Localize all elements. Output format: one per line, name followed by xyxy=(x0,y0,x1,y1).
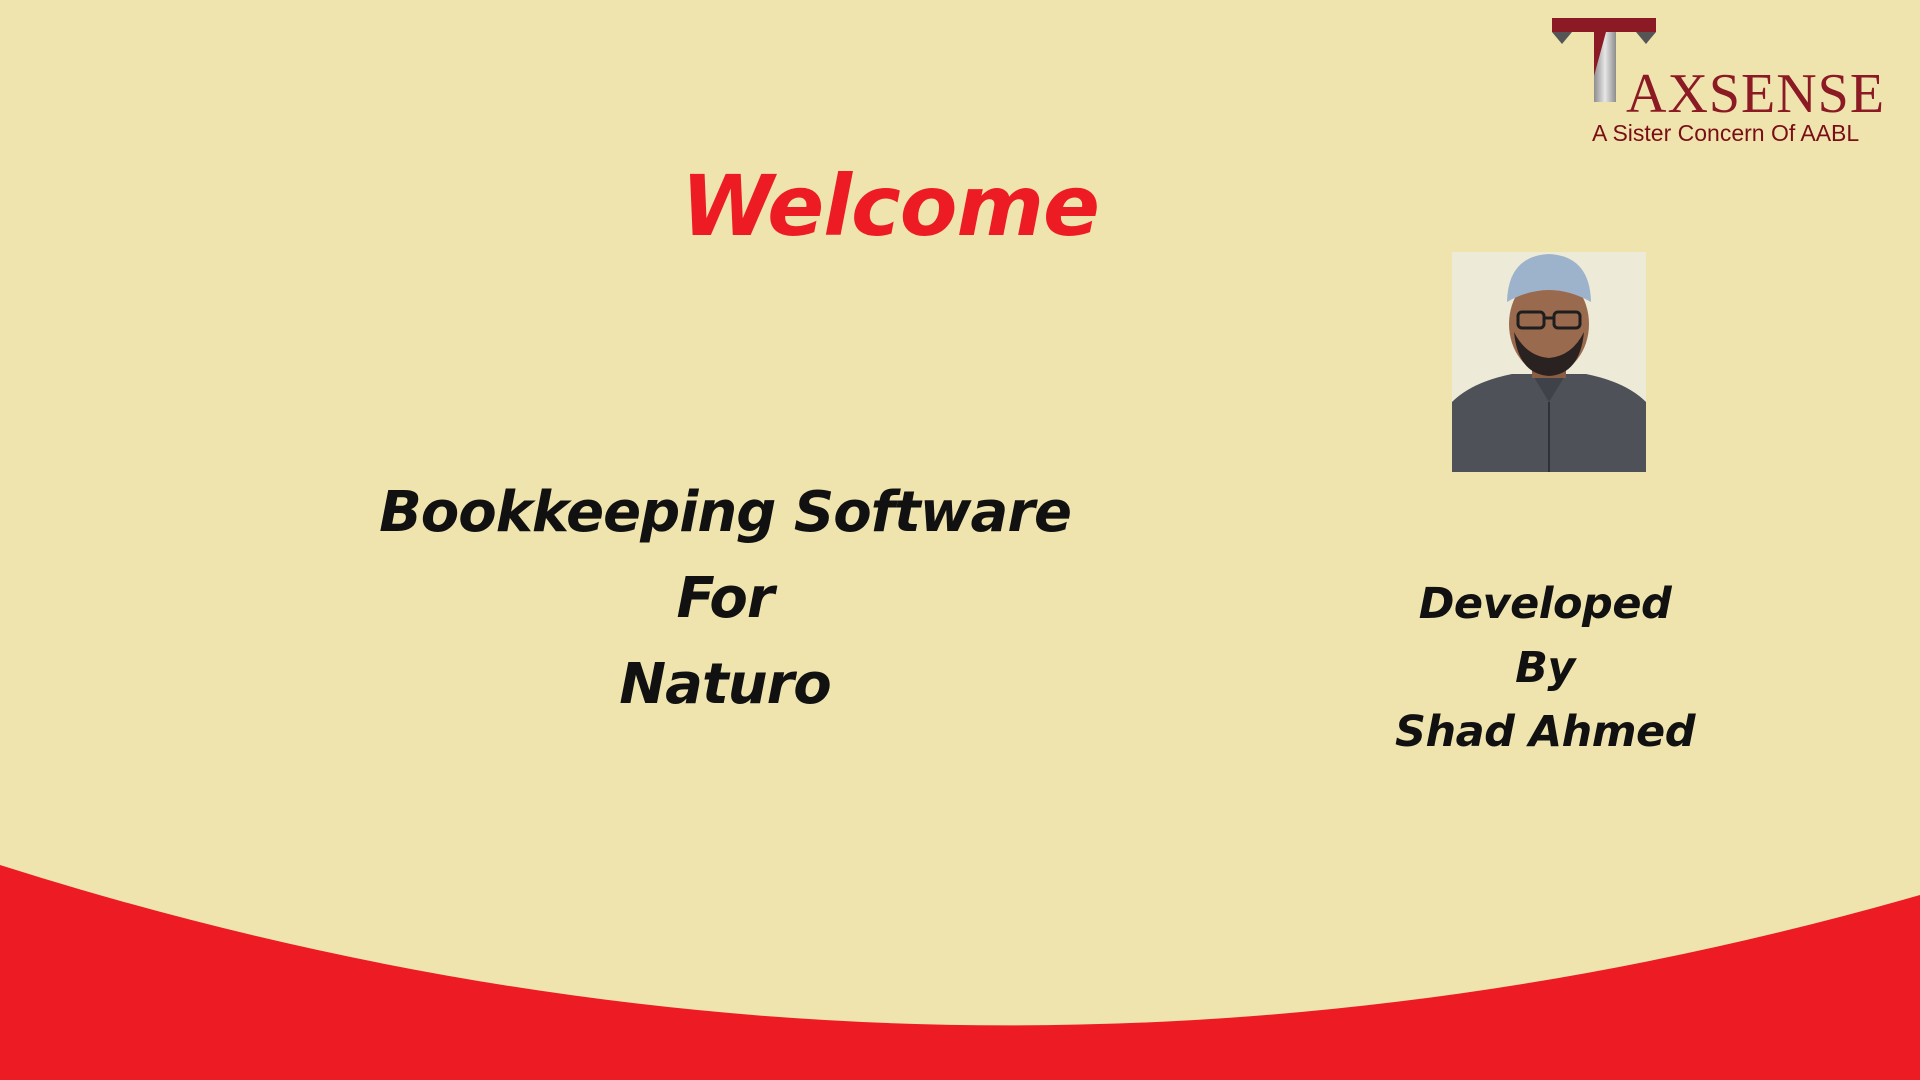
developer-credit: Developed By Shad Ahmed xyxy=(1340,572,1750,764)
taxsense-t-icon xyxy=(1552,18,1656,102)
logo-wordmark: AXSENSE xyxy=(1626,63,1886,125)
software-title: Bookkeeping Software For Naturo xyxy=(340,470,1110,728)
developer-line-2: By xyxy=(1515,643,1575,693)
developer-name: Shad Ahmed xyxy=(1395,707,1696,757)
developer-photo xyxy=(1452,252,1646,472)
title-line-3: Naturo xyxy=(619,652,831,717)
developer-portrait-icon xyxy=(1452,252,1646,472)
title-line-1: Bookkeeping Software xyxy=(379,480,1072,545)
taxsense-logo: AXSENSE A Sister Concern Of AABL xyxy=(1548,14,1908,154)
logo-tagline: A Sister Concern Of AABL xyxy=(1592,120,1860,146)
title-line-2: For xyxy=(676,566,775,631)
welcome-heading: Welcome xyxy=(680,157,1100,255)
developer-line-1: Developed xyxy=(1418,579,1672,629)
